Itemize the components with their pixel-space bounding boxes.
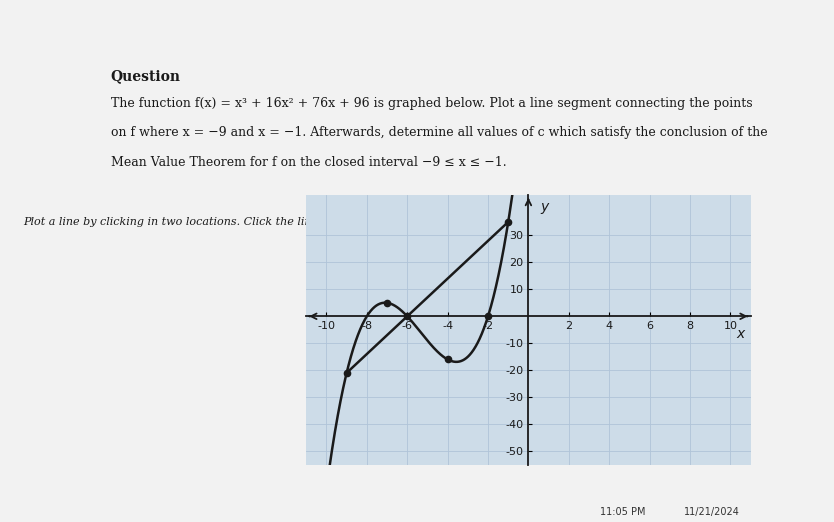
Text: y: y bbox=[540, 200, 549, 215]
Text: Plot a line by clicking in two locations. Click the line to delete it.: Plot a line by clicking in two locations… bbox=[23, 217, 387, 227]
Text: The function f(x) = x³ + 16x² + 76x + 96 is graphed below. Plot a line segment c: The function f(x) = x³ + 16x² + 76x + 96… bbox=[111, 97, 752, 110]
Text: Mean Value Theorem for f on the closed interval −9 ≤ x ≤ −1.: Mean Value Theorem for f on the closed i… bbox=[111, 156, 506, 169]
Text: on f where x = −9 and x = −1. Afterwards, determine all values of c which satisf: on f where x = −9 and x = −1. Afterwards… bbox=[111, 126, 767, 139]
Text: Question: Question bbox=[111, 69, 181, 83]
Text: 11/21/2024: 11/21/2024 bbox=[684, 507, 740, 517]
Text: x: x bbox=[736, 327, 745, 341]
Text: 11:05 PM: 11:05 PM bbox=[600, 507, 646, 517]
